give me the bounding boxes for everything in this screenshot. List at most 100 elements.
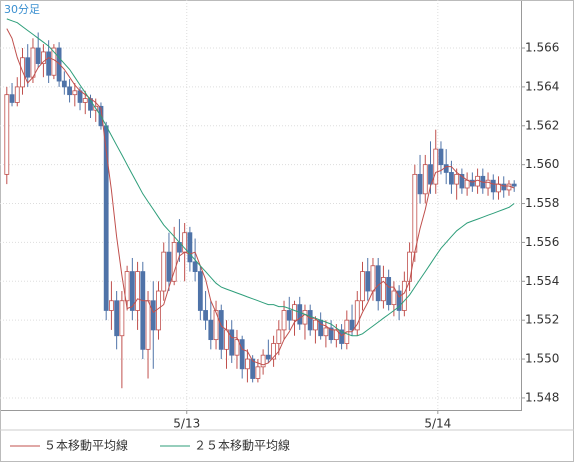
candle-body: [354, 300, 360, 331]
candle-body: [4, 94, 10, 175]
candle-body: [67, 86, 72, 96]
candle-body: [35, 47, 41, 64]
candle-body: [469, 179, 475, 187]
candle-body: [422, 164, 428, 195]
candle-body: [433, 148, 439, 185]
y-tick-label: 1.556: [525, 235, 559, 249]
y-tick-label: 1.560: [525, 157, 559, 171]
candle-body: [370, 265, 376, 292]
candle-body: [485, 179, 491, 189]
candle-body: [417, 173, 423, 195]
candle-body: [109, 300, 114, 311]
candle-body: [412, 173, 418, 253]
y-tick-label: 1.548: [525, 390, 559, 404]
candle-body: [449, 172, 454, 185]
candle-body: [313, 319, 318, 331]
x-tick-label: 5/14: [424, 417, 451, 431]
candle-body: [25, 57, 31, 78]
candle-body: [401, 280, 407, 311]
chart-title: 30分足: [4, 3, 40, 16]
ma-line: [6, 28, 515, 366]
x-tick-label: 5/13: [173, 417, 200, 431]
candle-body: [166, 251, 172, 282]
candle-body: [443, 164, 449, 173]
candle-body: [255, 366, 261, 379]
candle-body: [276, 329, 282, 344]
candle-body: [496, 183, 501, 193]
candle-body: [297, 304, 303, 325]
candle-body: [41, 51, 46, 64]
candle-body: [72, 90, 78, 96]
candle-body: [386, 277, 392, 306]
candle-body: [229, 329, 235, 356]
y-tick-label: 1.564: [525, 79, 559, 93]
candle-body: [213, 310, 219, 341]
candle-body: [381, 277, 386, 302]
y-tick-label: 1.552: [525, 313, 559, 327]
legend-label: ２５本移動平均線: [194, 438, 290, 453]
candle-body: [234, 339, 240, 356]
candle-body: [428, 164, 433, 185]
candle-body: [391, 290, 397, 306]
candle-body: [501, 183, 507, 191]
candle-body: [156, 290, 161, 331]
candle-body: [464, 179, 470, 189]
candle-body: [14, 86, 20, 103]
candle-body: [271, 343, 276, 360]
candle-body: [360, 271, 365, 302]
candle-body: [281, 310, 287, 331]
candle-body: [124, 271, 130, 302]
candle-body: [375, 265, 381, 302]
candle-body: [490, 179, 496, 193]
candle-body: [292, 304, 297, 321]
candle-body: [197, 271, 203, 311]
candle-body: [396, 290, 402, 311]
candle-body: [208, 319, 214, 341]
candle-body: [129, 271, 135, 311]
candle-body: [56, 47, 62, 82]
candle-body: [260, 354, 266, 368]
candle-body: [286, 310, 292, 321]
candle-body: [349, 319, 355, 331]
candle-body: [323, 327, 329, 337]
candle-body: [203, 310, 208, 321]
candle-body: [339, 329, 344, 344]
y-tick-label: 1.558: [525, 196, 559, 210]
candle-body: [171, 242, 177, 282]
candle-body: [454, 173, 460, 185]
candle-body: [438, 148, 444, 166]
candle-body: [82, 98, 88, 103]
candle-body: [511, 183, 517, 187]
candle-body: [187, 232, 193, 263]
ma-line: [6, 18, 515, 337]
candle-body: [61, 80, 67, 88]
candle-body: [114, 300, 120, 337]
candle-body: [365, 271, 371, 292]
y-tick-label: 1.562: [525, 118, 559, 132]
y-tick-label: 1.554: [525, 274, 559, 288]
candle-body: [135, 271, 140, 311]
candle-body: [218, 310, 224, 350]
candle-body: [9, 94, 15, 103]
candle-body: [140, 271, 146, 350]
candle-body: [30, 47, 36, 78]
candle-body: [245, 358, 250, 370]
candle-body: [307, 310, 313, 331]
candle-body: [119, 300, 125, 337]
y-tick-label: 1.566: [525, 41, 559, 55]
candle-body: [407, 251, 412, 282]
candle-body: [459, 173, 465, 189]
candle-body: [192, 261, 198, 272]
candle-body: [46, 51, 52, 76]
candle-body: [161, 251, 167, 292]
candle-body: [77, 90, 83, 103]
candle-body: [150, 300, 156, 331]
y-tick-label: 1.550: [525, 352, 559, 366]
candle-body: [145, 300, 151, 350]
legend-label: ５本移動平均線: [44, 438, 128, 453]
candle-body: [302, 310, 308, 325]
candle-body: [328, 327, 334, 341]
candle-body: [265, 354, 271, 360]
